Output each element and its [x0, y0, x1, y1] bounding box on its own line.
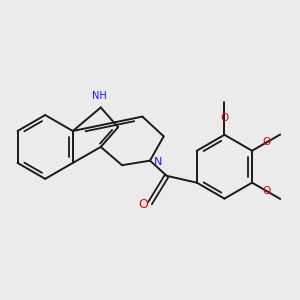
Text: N: N	[154, 157, 162, 167]
Text: O: O	[220, 113, 229, 123]
Text: NH: NH	[92, 91, 106, 101]
Text: O: O	[262, 186, 271, 196]
Text: O: O	[138, 198, 148, 211]
Text: O: O	[262, 137, 271, 147]
